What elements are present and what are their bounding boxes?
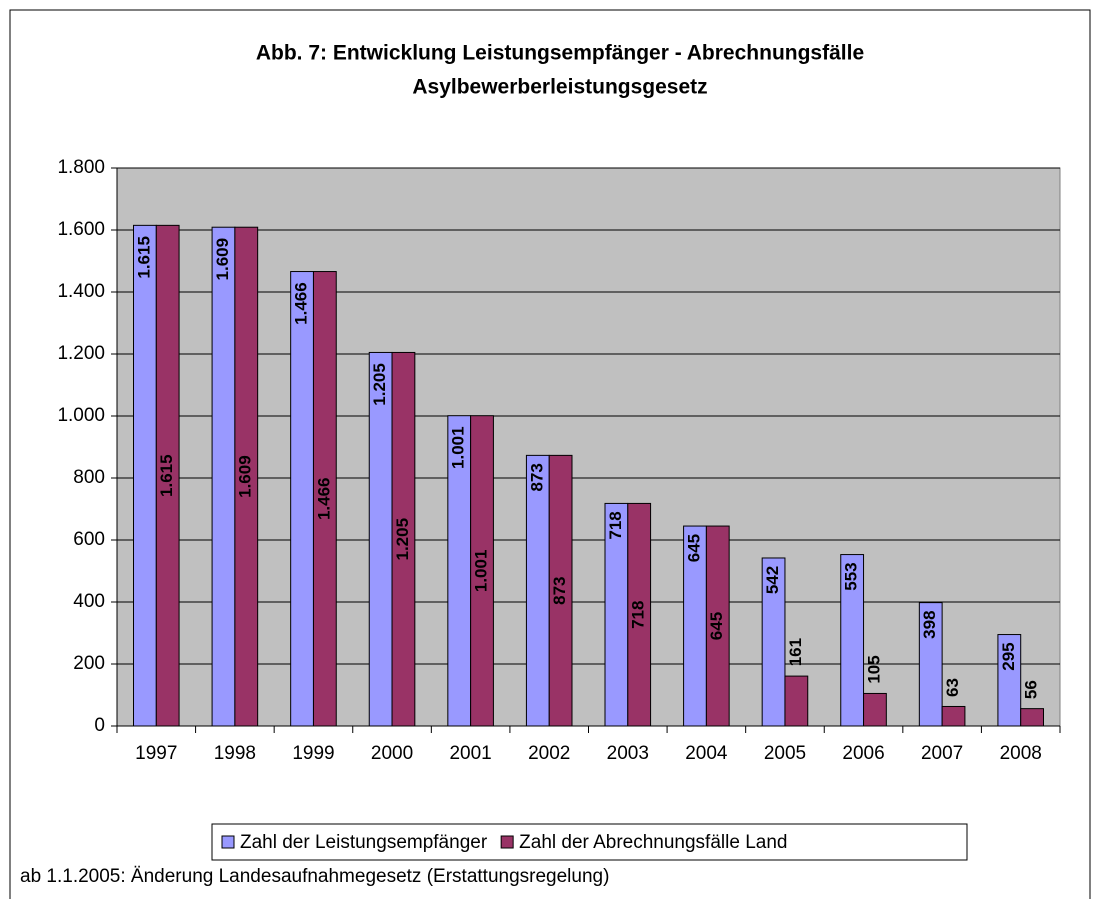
legend-label: Zahl der Leistungsempfänger — [240, 832, 488, 853]
bar — [211, 226, 236, 727]
bar — [470, 415, 494, 727]
value-label: 56 — [1022, 680, 1041, 699]
bar — [234, 226, 259, 727]
x-tick-label: 2002 — [528, 743, 570, 764]
legend-label: Zahl der Abrechnungsfälle Land — [519, 832, 787, 853]
bar — [312, 271, 337, 727]
x-tick-label: 2001 — [449, 743, 491, 764]
value-label: 398 — [920, 610, 939, 638]
value-label: 1.205 — [393, 518, 412, 561]
bar — [627, 502, 652, 727]
x-tick-label: 2004 — [685, 743, 728, 764]
x-tick-label: 2003 — [607, 743, 649, 764]
bar — [548, 454, 573, 727]
bar — [1020, 708, 1044, 727]
legend-swatch — [221, 835, 235, 849]
value-label: 161 — [786, 638, 805, 666]
legend-swatch — [500, 835, 514, 849]
value-label: 542 — [763, 566, 782, 594]
y-tick-label: 1.200 — [57, 343, 105, 364]
y-tick-label: 1.400 — [57, 281, 105, 302]
y-tick-label: 0 — [94, 715, 105, 736]
value-label: 105 — [864, 655, 883, 683]
value-label: 295 — [999, 642, 1018, 670]
bar — [290, 271, 314, 727]
value-label: 873 — [527, 463, 546, 491]
x-tick-label: 2006 — [842, 743, 884, 764]
bar — [918, 602, 943, 727]
value-label: 1.466 — [292, 282, 311, 325]
value-label: 1.001 — [449, 426, 468, 469]
bar — [761, 557, 786, 727]
bar — [133, 224, 157, 727]
bar — [155, 224, 180, 727]
bar — [525, 454, 550, 727]
value-label: 1.609 — [213, 238, 232, 281]
x-tick-label: 2000 — [371, 743, 413, 764]
plot-area — [116, 167, 1061, 727]
x-tick-label: 1999 — [292, 743, 334, 764]
x-tick-label: 1998 — [214, 743, 256, 764]
y-tick-label: 1.000 — [57, 405, 105, 426]
value-label: 553 — [842, 562, 861, 590]
y-tick-label: 800 — [73, 467, 105, 488]
bar — [941, 705, 966, 727]
bar — [840, 554, 865, 727]
value-label: 1.615 — [134, 236, 153, 279]
value-label: 718 — [606, 511, 625, 539]
bar — [863, 692, 887, 727]
y-tick-label: 200 — [73, 653, 105, 674]
bar — [391, 351, 416, 727]
y-tick-label: 600 — [73, 529, 105, 550]
x-tick-label: 1997 — [135, 743, 177, 764]
value-label: 1.609 — [236, 455, 255, 498]
x-tick-label: 2008 — [1000, 743, 1042, 764]
value-label: 873 — [550, 576, 569, 604]
value-label: 1.615 — [157, 454, 176, 497]
bar — [784, 675, 809, 727]
y-tick-label: 1.600 — [57, 219, 105, 240]
y-tick-label: 400 — [73, 591, 105, 612]
value-label: 1.466 — [314, 477, 333, 520]
bar — [368, 351, 393, 727]
value-label: 645 — [707, 612, 726, 640]
value-label: 1.205 — [370, 363, 389, 406]
footnote: ab 1.1.2005: Änderung Landesaufnahmegese… — [20, 866, 609, 887]
value-label: 1.001 — [472, 550, 491, 593]
value-label: 645 — [684, 534, 703, 562]
value-label: 718 — [629, 601, 648, 629]
legend-box — [211, 823, 968, 861]
y-tick-label: 1.800 — [57, 157, 105, 178]
x-tick-label: 2005 — [764, 743, 806, 764]
bar — [997, 634, 1022, 727]
bar — [705, 525, 730, 727]
value-label: 63 — [943, 678, 962, 697]
chart-title: Asylbewerberleistungsgesetz — [412, 76, 707, 99]
chart-title: Abb. 7: Entwicklung Leistungsempfänger -… — [256, 42, 864, 65]
x-tick-label: 2007 — [921, 743, 963, 764]
